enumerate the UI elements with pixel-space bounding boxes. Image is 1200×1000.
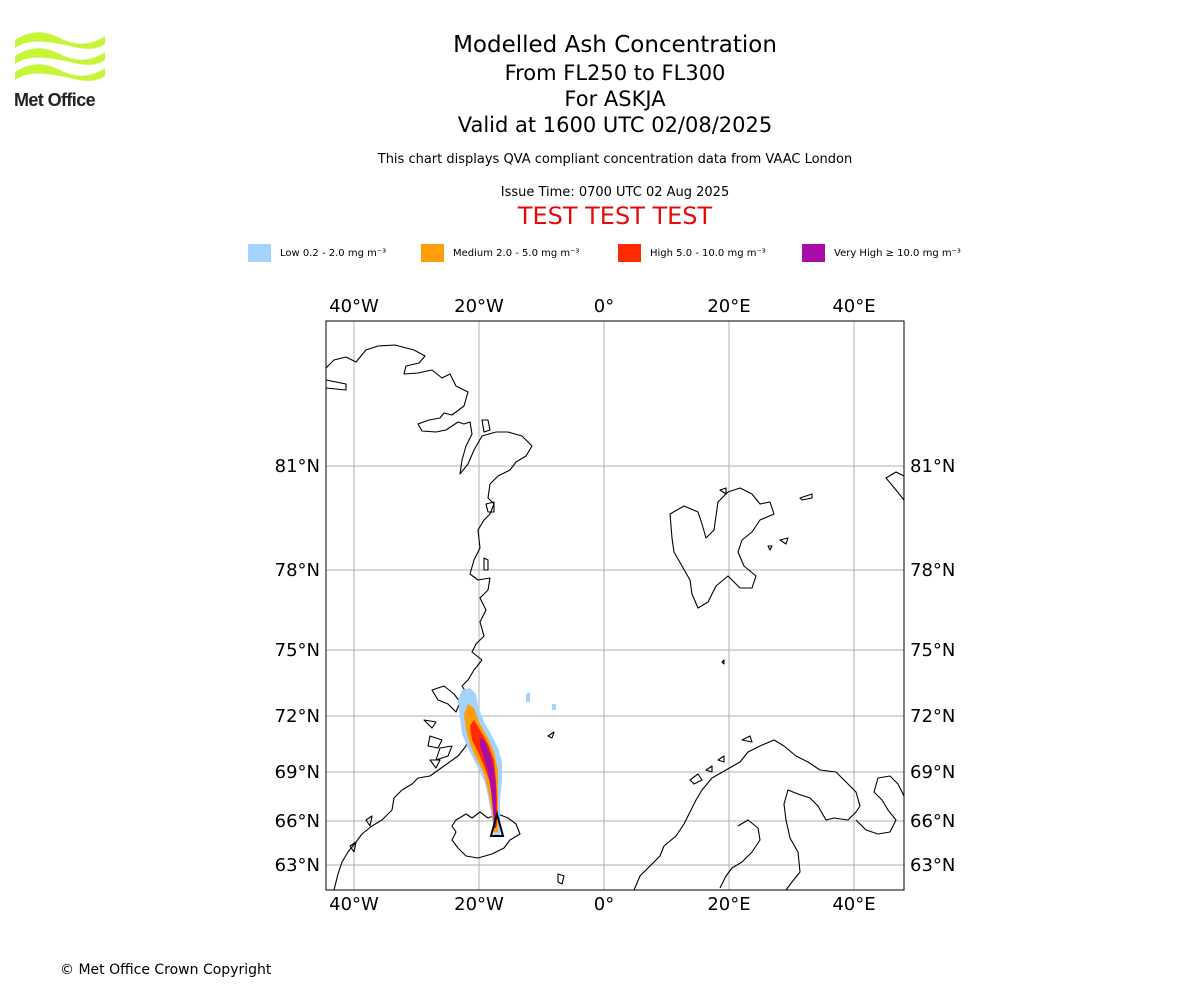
lat-label-right: 69°N <box>910 762 955 783</box>
lon-label-bottom: 20°E <box>707 894 750 915</box>
lon-label-top: 0° <box>594 296 614 317</box>
lon-label-top: 20°E <box>707 296 750 317</box>
legend-item-medium: Medium 2.0 - 5.0 mg m⁻³ <box>421 244 579 262</box>
chart-title: Modelled Ash Concentration <box>453 32 777 58</box>
faroe-islands <box>557 873 565 885</box>
svalbard-east-islands <box>719 487 813 551</box>
copyright-notice: © Met Office Crown Copyright <box>60 962 272 978</box>
legend-label-high: High 5.0 - 10.0 mg m⁻³ <box>650 247 766 259</box>
plume-low-speck <box>526 692 556 710</box>
legend-label-very-high: Very High ≥ 10.0 mg m⁻³ <box>834 247 961 259</box>
plume-high <box>470 720 497 826</box>
longitude-labels-bottom: 40°W 20°W 0° 20°E 40°E <box>329 894 875 915</box>
scandinavia-coastline <box>633 739 861 890</box>
greenland-islands <box>481 419 495 571</box>
franz-josef-edge <box>885 471 904 501</box>
valid-time: Valid at 1600 UTC 02/08/2025 <box>457 113 773 137</box>
latitude-labels-left: 81°N 78°N 75°N 72°N 69°N 66°N 63°N <box>275 456 320 876</box>
bear-island <box>721 659 725 665</box>
lat-label-left: 69°N <box>275 762 320 783</box>
volcano-marker-icon <box>489 810 505 837</box>
lat-label-left: 75°N <box>275 640 320 661</box>
longitude-labels-top: 40°W 20°W 0° 20°E 40°E <box>329 296 875 317</box>
plume-very-high <box>480 738 496 828</box>
greenland-southeast <box>429 745 453 769</box>
test-banner: TEST TEST TEST <box>517 202 713 230</box>
legend-swatch-medium <box>421 244 444 262</box>
svalbard-coastline <box>669 487 775 609</box>
jan-mayen <box>547 731 555 739</box>
greenland-coastline <box>326 344 533 890</box>
gulf-of-bothnia <box>719 819 761 889</box>
legend-item-very-high: Very High ≥ 10.0 mg m⁻³ <box>802 244 961 262</box>
legend-label-medium: Medium 2.0 - 5.0 mg m⁻³ <box>453 247 580 259</box>
legend-label-low: Low 0.2 - 2.0 mg m⁻³ <box>280 247 387 259</box>
chart-description: This chart displays QVA compliant concen… <box>377 152 853 167</box>
lat-label-left: 63°N <box>275 855 320 876</box>
lofoten-islands <box>689 735 753 785</box>
met-office-logo: Met Office <box>14 30 106 111</box>
ash-plume <box>458 688 556 836</box>
lon-label-top: 40°W <box>329 296 379 317</box>
legend-item-low: Low 0.2 - 2.0 mg m⁻³ <box>248 244 386 262</box>
greenland-southwest <box>349 815 373 853</box>
lat-label-left: 66°N <box>275 811 320 832</box>
latitude-labels-right: 81°N 78°N 75°N 72°N 69°N 66°N 63°N <box>910 456 955 876</box>
lat-label-right: 66°N <box>910 811 955 832</box>
lat-label-right: 75°N <box>910 640 955 661</box>
legend-item-high: High 5.0 - 10.0 mg m⁻³ <box>618 244 766 262</box>
lon-label-top: 20°W <box>454 296 504 317</box>
lon-label-bottom: 0° <box>594 894 614 915</box>
graticule <box>326 321 904 890</box>
scoresby-sund <box>423 685 461 749</box>
lat-label-left: 81°N <box>275 456 320 477</box>
issue-time: Issue Time: 0700 UTC 02 Aug 2025 <box>500 185 730 200</box>
lat-label-right: 78°N <box>910 560 955 581</box>
lon-label-bottom: 40°E <box>832 894 875 915</box>
lon-label-bottom: 40°W <box>329 894 379 915</box>
lat-label-right: 63°N <box>910 855 955 876</box>
title-block: Modelled Ash Concentration From FL250 to… <box>315 30 915 231</box>
legend-swatch-very-high <box>802 244 825 262</box>
legend-swatch-low <box>248 244 271 262</box>
logo-wordmark: Met Office <box>14 90 96 110</box>
legend-swatch-high <box>618 244 641 262</box>
kola-peninsula <box>855 775 904 835</box>
iceland-coastline <box>451 811 521 859</box>
lat-label-left: 72°N <box>275 706 320 727</box>
lon-label-bottom: 20°W <box>454 894 504 915</box>
coastlines <box>326 344 904 890</box>
volcano-name: For ASKJA <box>564 87 666 111</box>
greenland-fjord-west <box>326 379 347 391</box>
map-frame <box>325 320 905 891</box>
flight-level-range: From FL250 to FL300 <box>504 61 726 85</box>
lat-label-right: 72°N <box>910 706 955 727</box>
lat-label-left: 78°N <box>275 560 320 581</box>
lat-label-right: 81°N <box>910 456 955 477</box>
met-office-waves-icon <box>15 32 105 81</box>
lon-label-top: 40°E <box>832 296 875 317</box>
